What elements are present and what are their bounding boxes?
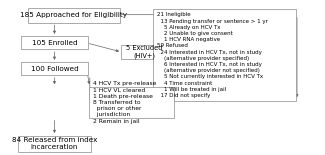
Text: 105 Enrolled: 105 Enrolled (32, 40, 77, 46)
FancyBboxPatch shape (21, 62, 87, 75)
Text: 185 Approached for Eligibility: 185 Approached for Eligibility (20, 12, 127, 18)
FancyBboxPatch shape (153, 9, 296, 101)
FancyBboxPatch shape (18, 135, 91, 152)
Text: 5 Excluded
(HIV+): 5 Excluded (HIV+) (126, 45, 163, 59)
Text: 21 Ineligible
  13 Pending transfer or sentence > 1 yr
    5 Already on HCV Tx
 : 21 Ineligible 13 Pending transfer or sen… (157, 12, 268, 98)
FancyBboxPatch shape (89, 87, 174, 118)
Text: 4 HCV Tx pre-release
1 HCV VL cleared
1 Death pre-release
8 Transferred to
  pri: 4 HCV Tx pre-release 1 HCV VL cleared 1 … (93, 81, 156, 124)
Text: 100 Followed: 100 Followed (31, 66, 78, 72)
Text: 84 Released from index
incarceration: 84 Released from index incarceration (12, 137, 97, 150)
FancyBboxPatch shape (121, 45, 168, 59)
FancyBboxPatch shape (28, 8, 120, 23)
FancyBboxPatch shape (21, 36, 87, 49)
